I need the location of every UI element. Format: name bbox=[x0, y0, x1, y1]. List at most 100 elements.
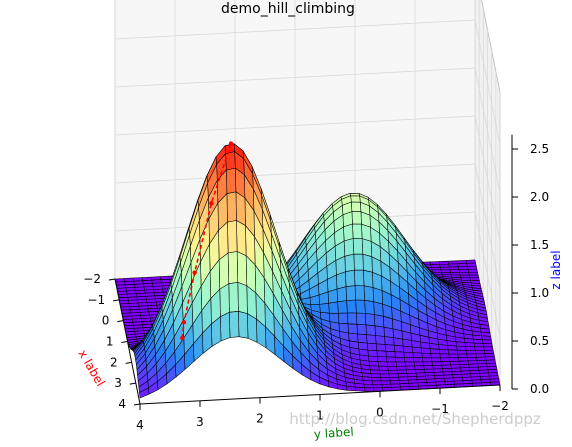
surface-face bbox=[219, 253, 229, 289]
x-tick bbox=[109, 279, 115, 280]
x-tick-label: −2 bbox=[83, 272, 101, 286]
surface-face bbox=[469, 272, 479, 275]
surface-face bbox=[449, 354, 459, 358]
surface-face bbox=[412, 341, 422, 348]
surface-face bbox=[378, 362, 388, 367]
surface-face bbox=[413, 358, 423, 362]
surface-face bbox=[450, 361, 460, 365]
x-tick bbox=[113, 300, 119, 301]
surface-face bbox=[407, 373, 417, 377]
surface-face bbox=[229, 311, 239, 337]
surface-face bbox=[459, 269, 469, 272]
surface-face bbox=[424, 366, 434, 370]
surface-face bbox=[354, 254, 364, 270]
surface-face bbox=[394, 345, 404, 352]
surface-face bbox=[379, 366, 389, 370]
surface-face bbox=[362, 239, 372, 257]
surface-face bbox=[430, 349, 440, 354]
surface-face bbox=[320, 303, 330, 313]
surface-face bbox=[466, 347, 476, 351]
surface-face bbox=[431, 265, 441, 268]
surface-face bbox=[389, 374, 399, 378]
surface-face bbox=[366, 325, 376, 336]
surface-face bbox=[372, 377, 382, 381]
surface-face bbox=[351, 202, 361, 212]
surface-face bbox=[365, 300, 375, 314]
surface-face bbox=[236, 192, 246, 226]
x-tick bbox=[130, 383, 136, 384]
surface-face bbox=[397, 370, 407, 374]
z-tick-label: 0.5 bbox=[530, 334, 549, 348]
surface-face bbox=[468, 269, 478, 272]
surface-face bbox=[376, 344, 386, 351]
surface-face bbox=[344, 239, 354, 257]
surface-face bbox=[430, 262, 440, 265]
surface-face bbox=[423, 362, 433, 366]
surface-face bbox=[363, 270, 373, 287]
surface-face bbox=[431, 267, 441, 270]
surface-face bbox=[355, 387, 365, 391]
z-tick-label: 1.5 bbox=[530, 238, 549, 252]
z-tick-label: 1.0 bbox=[530, 286, 549, 300]
path-point bbox=[192, 270, 196, 274]
surface-face bbox=[415, 366, 425, 370]
surface-face bbox=[357, 324, 367, 334]
surface-face bbox=[338, 301, 348, 314]
surface-face bbox=[441, 270, 451, 273]
surface-face bbox=[368, 350, 378, 357]
path-point bbox=[180, 336, 184, 340]
surface-face bbox=[337, 287, 347, 302]
surface-face bbox=[364, 388, 374, 392]
x-tick-label: 3 bbox=[114, 376, 122, 390]
surface-face bbox=[379, 370, 389, 374]
surface-face bbox=[376, 336, 386, 345]
surface-face bbox=[440, 354, 450, 358]
surface-face bbox=[351, 196, 361, 202]
surface-face bbox=[374, 302, 384, 317]
surface-face bbox=[430, 343, 440, 349]
surface-face bbox=[228, 252, 238, 284]
x-tick-label: 1 bbox=[106, 335, 114, 349]
surface-face bbox=[384, 327, 394, 338]
surface-face bbox=[475, 347, 485, 351]
surface-face bbox=[367, 343, 377, 351]
surface-face bbox=[458, 358, 468, 362]
surface-face bbox=[356, 300, 366, 313]
z-tick-label: 2.5 bbox=[530, 142, 549, 156]
surface-face bbox=[386, 351, 396, 357]
surface-face bbox=[456, 342, 466, 347]
surface-face bbox=[363, 380, 373, 384]
x-tick-label: 4 bbox=[118, 397, 126, 411]
surface-face bbox=[344, 224, 354, 241]
surface-face bbox=[476, 354, 486, 358]
surface-face bbox=[338, 313, 348, 324]
surface-face bbox=[227, 192, 237, 222]
surface-face bbox=[238, 311, 248, 338]
surface-face bbox=[448, 345, 458, 350]
surface-face bbox=[476, 357, 486, 361]
surface-face bbox=[377, 357, 387, 362]
surface-face bbox=[238, 282, 248, 313]
surface-face bbox=[475, 350, 485, 354]
surface-face bbox=[390, 381, 400, 385]
surface-face bbox=[354, 270, 364, 286]
surface-face bbox=[458, 266, 468, 269]
surface-face bbox=[373, 388, 383, 392]
surface-face bbox=[483, 343, 493, 347]
surface-face bbox=[380, 374, 390, 378]
surface-face bbox=[440, 267, 450, 270]
surface-face bbox=[364, 286, 374, 302]
z-tick-label: 0.0 bbox=[530, 382, 549, 396]
surface-face bbox=[422, 353, 432, 358]
surface-face bbox=[353, 224, 363, 239]
surface-face bbox=[237, 221, 247, 256]
surface-face bbox=[329, 302, 339, 314]
surface-face bbox=[405, 362, 415, 366]
surface-face bbox=[348, 324, 358, 334]
surface-face bbox=[424, 369, 434, 373]
surface-face bbox=[385, 337, 395, 346]
y-tick-label: 3 bbox=[196, 415, 204, 429]
chart-title: demo_hill_climbing bbox=[221, 1, 355, 17]
surface-face bbox=[469, 275, 479, 278]
